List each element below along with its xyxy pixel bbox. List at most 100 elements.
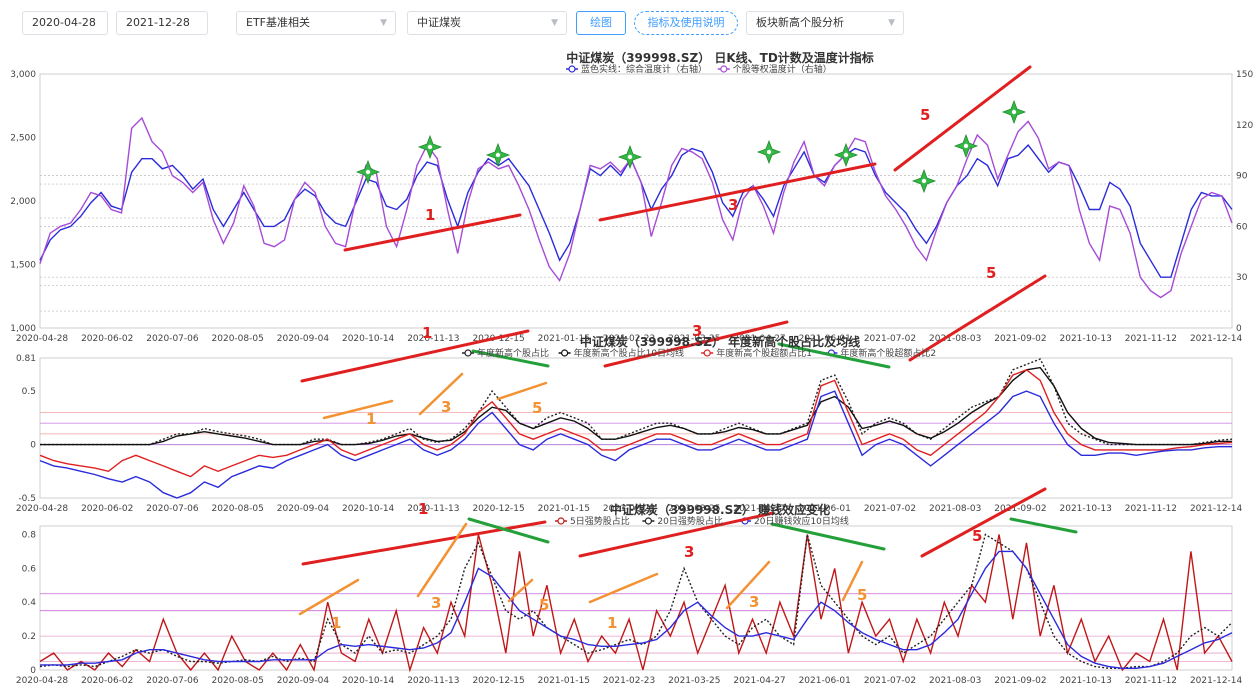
trend-line	[598, 162, 877, 222]
trend-line	[578, 511, 775, 558]
x-tick-label: 2020-08-05	[212, 334, 264, 344]
trend-line	[471, 349, 550, 368]
chart-title: 中证煤炭（399998.SZ） 赚钱效应变化	[610, 502, 830, 517]
charts-area: 中证煤炭（399998.SZ） 日K线、TD计数及温度计指标蓝色实线：综合温度计…	[10, 50, 1253, 686]
x-tick-label: 2021-07-02	[864, 504, 916, 514]
chart-title: 中证煤炭（399998.SZ） 年度新高个股占比及均线	[580, 334, 860, 349]
index-select[interactable]: 中证煤炭 ▼	[407, 11, 567, 35]
help-button[interactable]: 指标及使用说明	[634, 11, 738, 35]
trend-line	[603, 320, 789, 368]
y-tick-label: 1,500	[10, 261, 36, 271]
x-tick-label: 2021-02-23	[603, 504, 655, 514]
star-center	[963, 143, 969, 149]
end-date-input[interactable]: 2021-12-28	[116, 11, 208, 35]
x-tick-label: 2021-08-03	[929, 504, 981, 514]
index-select-value: 中证煤炭	[417, 16, 461, 29]
category-select-value: ETF基准相关	[246, 16, 310, 29]
x-tick-label: 2021-02-23	[603, 676, 655, 686]
legend-marker	[568, 65, 576, 73]
plot-frame	[39, 73, 1233, 329]
y-tick-label: 0.5	[22, 387, 36, 397]
trend-line	[416, 522, 468, 598]
x-tick-label: 2020-09-04	[277, 504, 330, 514]
trend-line	[467, 517, 550, 544]
trend-number: 5	[532, 399, 542, 417]
trend-line	[920, 487, 1047, 558]
trend-line	[300, 329, 530, 383]
y-tick-label: 2,000	[10, 197, 36, 207]
trend-line	[841, 560, 864, 602]
x-tick-label: 2020-08-05	[212, 676, 264, 686]
x-tick-label: 2021-08-03	[929, 676, 981, 686]
star-center	[627, 154, 633, 160]
category-select[interactable]: ETF基准相关 ▼	[236, 11, 396, 35]
x-tick-label: 2021-12-14	[1190, 334, 1243, 344]
y-tick-label: 0.4	[22, 598, 37, 608]
x-tick-label: 2020-09-04	[277, 676, 330, 686]
legend-entry: 年度新高个股占比	[477, 347, 549, 359]
x-tick-label: 2021-04-27	[733, 334, 785, 344]
trend-number: 5	[986, 264, 996, 282]
chevron-down-icon: ▼	[888, 18, 895, 28]
x-tick-label: 2021-03-25	[668, 676, 720, 686]
trend-number: 1	[366, 410, 376, 428]
x-tick-label: 2021-11-12	[1125, 334, 1177, 344]
x-tick-label: 2021-04-27	[733, 504, 785, 514]
y-right-tick-label: 0	[1236, 324, 1242, 334]
trend-line	[507, 578, 534, 603]
trend-number: 1	[607, 614, 617, 632]
chevron-down-icon: ▼	[380, 18, 387, 28]
x-tick-label: 2021-06-01	[799, 504, 851, 514]
legend-marker	[557, 517, 565, 525]
legend-entry: 年度新高个股超额占比2	[840, 347, 936, 359]
x-tick-label: 2021-01-15	[538, 676, 590, 686]
legend-entry: 5日强势股占比	[570, 515, 630, 527]
x-tick-label: 2021-10-13	[1060, 676, 1112, 686]
legend-entry: 20日强势股占比	[657, 515, 722, 527]
trend-number: 1	[425, 206, 435, 224]
series-line	[39, 369, 1233, 478]
series-line	[39, 390, 1232, 499]
series-line	[40, 550, 1233, 669]
x-tick-label: 2020-10-14	[342, 334, 395, 344]
chart-panel-3	[39, 487, 1233, 673]
x-tick-label: 2021-06-01	[799, 334, 851, 344]
series-line	[39, 534, 1233, 673]
x-tick-label: 2020-11-13	[407, 676, 459, 686]
trend-line	[770, 522, 886, 551]
trend-number: 1	[422, 324, 432, 342]
x-tick-label: 2021-06-01	[799, 676, 851, 686]
trend-number: 5	[972, 527, 982, 545]
legend-marker	[644, 517, 653, 525]
legend-marker	[464, 349, 472, 357]
plot-frame	[39, 525, 1233, 671]
x-tick-label: 2021-07-02	[864, 334, 916, 344]
trend-line	[725, 560, 771, 610]
star-center	[427, 144, 433, 150]
trend-number: 5	[857, 586, 867, 604]
y-right-tick-label: 150	[1236, 70, 1253, 80]
x-tick-label: 2020-12-15	[472, 676, 524, 686]
x-tick-label: 2021-09-02	[994, 334, 1046, 344]
star-center	[1011, 109, 1017, 115]
x-tick-label: 2021-01-15	[538, 334, 590, 344]
chart-title: 中证煤炭（399998.SZ） 日K线、TD计数及温度计指标	[566, 50, 874, 65]
chart-panel-2	[39, 274, 1233, 499]
y-tick-label: 2,500	[10, 134, 36, 144]
trend-line	[418, 372, 464, 416]
analysis-select[interactable]: 板块新高个股分析 ▼	[746, 11, 904, 35]
trend-number: 3	[692, 322, 702, 340]
start-date-input[interactable]: 2020-04-28	[22, 11, 108, 35]
x-tick-label: 2020-04-28	[16, 334, 69, 344]
draw-button[interactable]: 绘图	[576, 11, 626, 35]
x-tick-label: 2021-11-12	[1125, 676, 1177, 686]
trend-line	[908, 274, 1047, 362]
y-tick-label: 1,000	[10, 324, 36, 334]
x-tick-label: 2020-04-28	[16, 676, 69, 686]
y-tick-label: 0.2	[22, 632, 36, 642]
x-tick-label: 2020-10-14	[342, 504, 395, 514]
x-tick-label: 2021-09-02	[994, 504, 1046, 514]
x-tick-label: 2021-12-14	[1190, 676, 1243, 686]
y-tick-label: 0	[30, 441, 36, 451]
x-tick-label: 2021-08-03	[929, 334, 981, 344]
